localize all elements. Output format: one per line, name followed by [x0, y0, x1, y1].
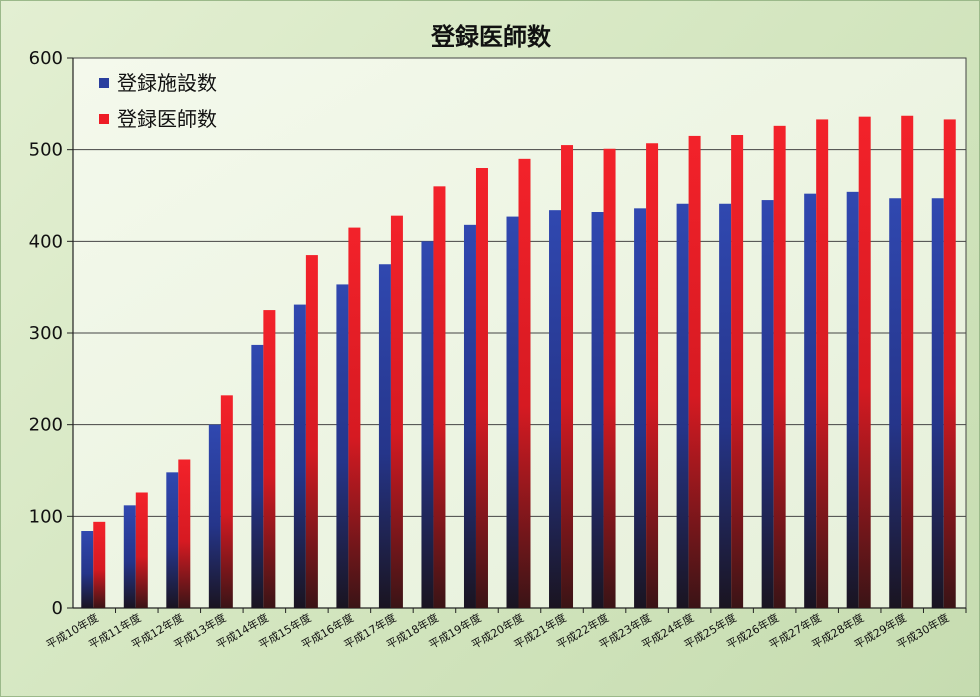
bar-facilities	[634, 208, 647, 609]
bar-facilities	[846, 191, 859, 609]
y-tick-label: 400	[29, 231, 63, 252]
y-tick-label: 300	[29, 323, 63, 344]
bar-facilities	[251, 344, 264, 608]
bar-facilities	[81, 531, 94, 608]
bar-doctors	[93, 521, 106, 608]
bar-facilities	[761, 200, 774, 609]
y-tick-label: 100	[29, 506, 63, 527]
bar-facilities	[463, 224, 476, 609]
bar-facilities	[123, 505, 136, 608]
legend-swatch	[99, 78, 109, 88]
bar-doctors	[518, 158, 531, 609]
bar-facilities	[719, 203, 732, 608]
y-tick-label: 200	[29, 415, 63, 436]
bar-doctors	[943, 119, 956, 609]
bar-facilities	[549, 210, 562, 608]
bar-doctors	[433, 186, 446, 609]
bar-facilities	[676, 203, 689, 608]
bar-doctors	[858, 116, 871, 609]
bar-doctors	[646, 143, 659, 608]
bar-doctors	[688, 135, 701, 608]
bar-facilities	[378, 264, 391, 608]
bar-doctors	[901, 115, 914, 608]
bar-facilities	[166, 472, 179, 608]
bar-doctors	[731, 135, 744, 608]
bar-facilities	[506, 216, 519, 609]
bar-doctors	[263, 310, 276, 608]
bar-doctors	[475, 168, 488, 608]
bar-facilities	[931, 198, 944, 608]
bar-facilities	[804, 193, 817, 608]
y-tick-label: 500	[29, 140, 63, 161]
chart-title: 登録医師数	[431, 23, 551, 51]
legend-label: 登録施設数	[117, 71, 217, 95]
bar-doctors	[816, 119, 829, 609]
y-tick-label: 600	[29, 48, 63, 69]
bar-doctors	[561, 145, 574, 609]
bar-facilities	[591, 212, 604, 608]
bar-facilities	[208, 424, 221, 608]
bar-facilities	[421, 241, 434, 609]
bar-doctors	[135, 492, 148, 608]
bar-facilities	[889, 198, 902, 608]
legend-swatch	[99, 114, 109, 124]
bar-doctors	[220, 395, 233, 608]
legend-label: 登録医師数	[117, 107, 217, 131]
bar-doctors	[773, 125, 786, 608]
bar-doctors	[178, 459, 191, 608]
bar-doctors	[603, 148, 616, 608]
y-tick-label: 0	[52, 598, 63, 619]
bar-doctors	[348, 227, 361, 609]
bar-doctors	[305, 255, 318, 609]
bar-doctors	[390, 215, 403, 608]
bar-facilities	[336, 284, 349, 608]
bar-facilities	[293, 304, 306, 608]
